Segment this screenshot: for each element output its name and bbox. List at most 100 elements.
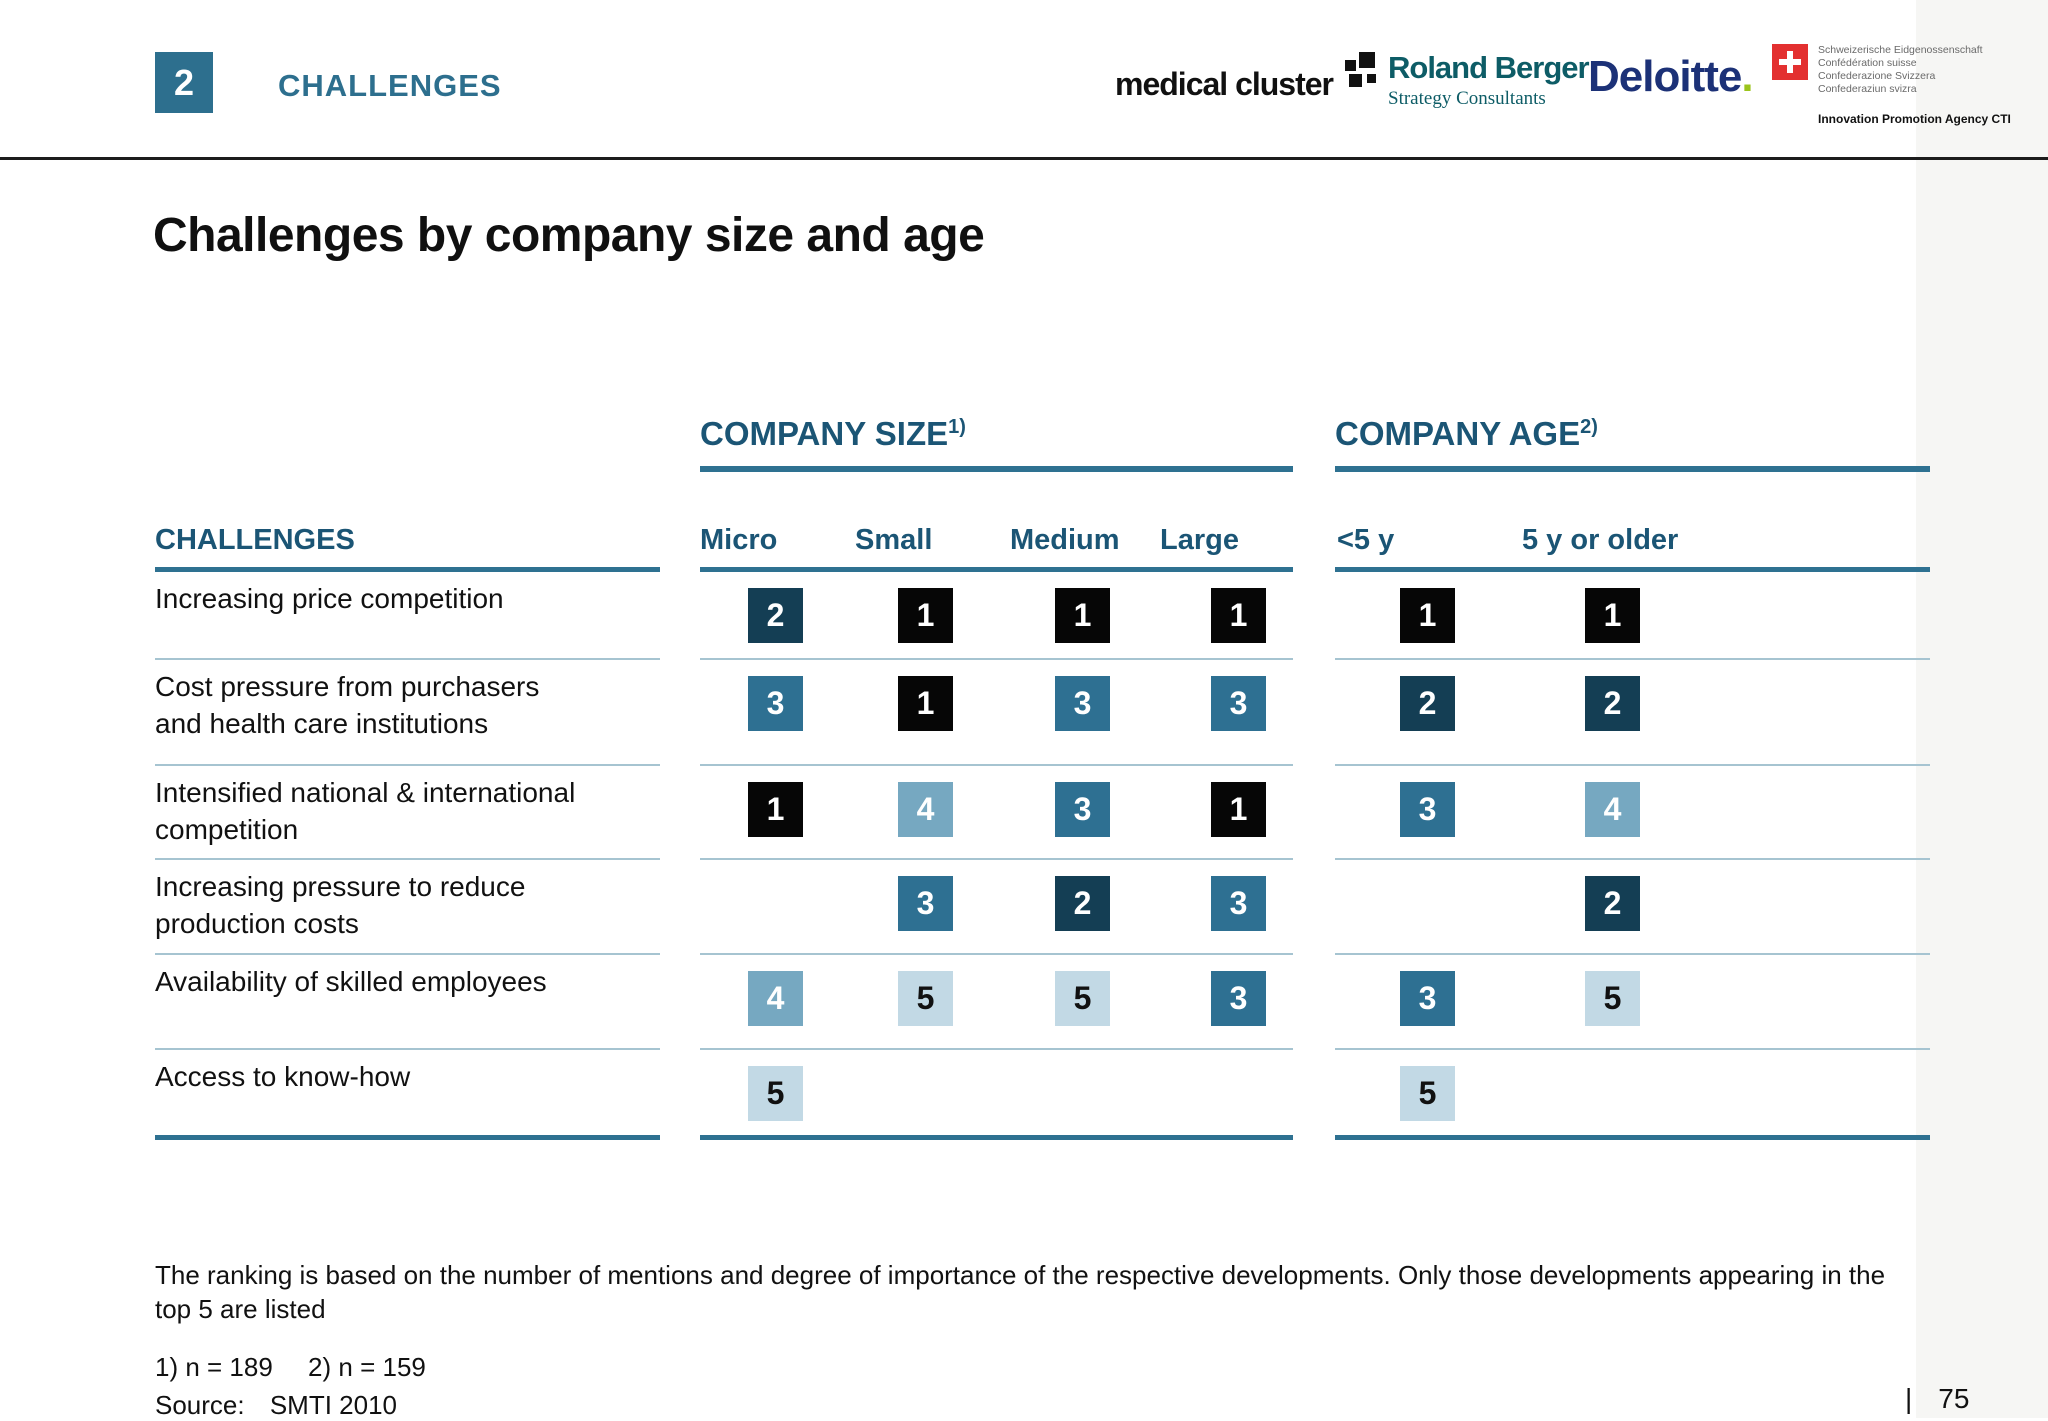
swiss-line: Confederaziun svizra [1818, 83, 1917, 95]
table-row: Increasing pressure to reduce production… [0, 860, 2048, 955]
rank-cell: 1 [1211, 588, 1266, 643]
swiss-text-block: Schweizerische Eidgenossenschaft Confédé… [1818, 44, 2011, 126]
rank-cell: 5 [898, 971, 953, 1026]
column-header-micro: Micro [700, 524, 778, 556]
page-title: Challenges by company size and age [153, 209, 985, 262]
table-row: Availability of skilled employees 4 5 5 … [0, 955, 2048, 1050]
challenge-label: Increasing pressure to reduce production… [155, 871, 526, 939]
rank-cell: 3 [1211, 971, 1266, 1026]
rank-cell: 3 [748, 676, 803, 731]
rank-cell: 2 [1585, 876, 1640, 931]
rank-cell: 1 [898, 676, 953, 731]
rank-cell: 4 [748, 971, 803, 1026]
column-header-5y-or-older: 5 y or older [1522, 524, 1679, 556]
source-line: Source: SMTI 2010 [155, 1390, 397, 1421]
footnote-2: 2) n = 159 [308, 1352, 426, 1382]
rank-cell: 4 [898, 782, 953, 837]
row-separator [1335, 858, 1930, 860]
row-separator [155, 658, 660, 660]
swiss-line: Schweizerische Eidgenossenschaft [1818, 44, 1983, 56]
row-separator [155, 764, 660, 766]
table-row: Intensified national & international com… [0, 766, 2048, 860]
header-underline [1335, 567, 1930, 572]
chapter-number-box: 2 [155, 52, 213, 113]
footnote-1: 1) n = 189 [155, 1352, 273, 1382]
company-age-label: COMPANY AGE [1335, 415, 1581, 452]
challenge-label: Availability of skilled employees [155, 966, 547, 997]
row-separator [700, 658, 1293, 660]
group-header-company-size: COMPANY SIZE1) [700, 415, 966, 453]
deloitte-green-dot: . [1741, 52, 1753, 101]
rank-cell: 3 [1055, 782, 1110, 837]
swiss-flag-icon [1772, 44, 1808, 80]
column-header-medium: Medium [1010, 524, 1120, 556]
challenge-label: Cost pressure from purchasers and health… [155, 671, 540, 739]
medical-cluster-text: medical cluster [1115, 66, 1334, 102]
row-separator [1335, 764, 1930, 766]
ranking-note: The ranking is based on the number of me… [155, 1260, 1886, 1324]
company-size-footnote-ref: 1) [948, 416, 966, 438]
medical-cluster-logo: medical cluster [1115, 52, 1385, 103]
column-header-under-5y: <5 y [1337, 524, 1395, 556]
deloitte-logo: Deloitte. [1588, 52, 1754, 102]
rank-cell: 1 [898, 588, 953, 643]
rank-cell: 2 [748, 588, 803, 643]
roland-berger-logo: Roland Berger Strategy Consultants [1388, 50, 1590, 110]
rank-cell: 1 [1211, 782, 1266, 837]
source-label: Source: [155, 1390, 245, 1420]
medical-cluster-cross-icon [1345, 52, 1376, 87]
page-number: | 75 [1905, 1383, 1969, 1415]
rank-cell: 2 [1055, 876, 1110, 931]
challenge-label: Increasing price competition [155, 583, 504, 614]
footnotes: 1) n = 189 2) n = 159 [155, 1352, 426, 1383]
rank-cell: 2 [1585, 676, 1640, 731]
swiss-line: Confédération suisse [1818, 57, 1917, 69]
company-age-underline [1335, 466, 1930, 472]
roland-berger-name: Roland Berger [1388, 50, 1590, 85]
header-underline [700, 567, 1293, 572]
rank-cell: 2 [1400, 676, 1455, 731]
rank-cell: 3 [1400, 782, 1455, 837]
rank-cell: 3 [1211, 676, 1266, 731]
rank-cell: 5 [1400, 1066, 1455, 1121]
swiss-line: Confederazione Svizzera [1818, 70, 1936, 82]
challenges-table: Increasing price competition 2 1 1 1 1 1… [0, 572, 2048, 1140]
challenge-label: Access to know-how [155, 1061, 411, 1092]
row-separator [155, 1048, 660, 1050]
company-size-label: COMPANY SIZE [700, 415, 949, 452]
rank-cell: 3 [1400, 971, 1455, 1026]
row-separator [700, 1048, 1293, 1050]
scan-edge [1916, 0, 2048, 1418]
rank-cell: 1 [1400, 588, 1455, 643]
roland-berger-subtitle: Strategy Consultants [1388, 88, 1546, 109]
rank-cell: 1 [1055, 588, 1110, 643]
header-divider [0, 157, 2048, 160]
cti-agency-label: Innovation Promotion Agency CTI [1818, 112, 2011, 126]
rank-cell: 5 [1585, 971, 1640, 1026]
company-size-underline [700, 466, 1293, 472]
swiss-cti-logo: Schweizerische Eidgenossenschaft Confédé… [1772, 44, 2011, 126]
table-row: Cost pressure from purchasers and health… [0, 660, 2048, 766]
rank-cell: 1 [1585, 588, 1640, 643]
page-number-value: 75 [1938, 1383, 1970, 1414]
table-bottom-border [700, 1135, 1293, 1140]
row-separator [155, 858, 660, 860]
rank-cell: 5 [748, 1066, 803, 1121]
row-separator [1335, 1048, 1930, 1050]
rank-cell: 4 [1585, 782, 1640, 837]
row-separator [700, 858, 1293, 860]
column-header-small: Small [855, 524, 933, 556]
chapter-number: 2 [173, 61, 195, 103]
rank-cell: 3 [898, 876, 953, 931]
table-row: Access to know-how 5 5 [0, 1050, 2048, 1140]
row-separator [1335, 658, 1930, 660]
deloitte-name: Deloitte [1588, 52, 1742, 101]
challenge-label: Intensified national & international com… [155, 777, 576, 845]
page-number-separator: | [1905, 1383, 1913, 1414]
rank-cell: 1 [748, 782, 803, 837]
source-value: SMTI 2010 [269, 1390, 398, 1420]
table-bottom-border [1335, 1135, 1930, 1140]
group-header-company-age: COMPANY AGE2) [1335, 415, 1598, 453]
row-separator [1335, 953, 1930, 955]
